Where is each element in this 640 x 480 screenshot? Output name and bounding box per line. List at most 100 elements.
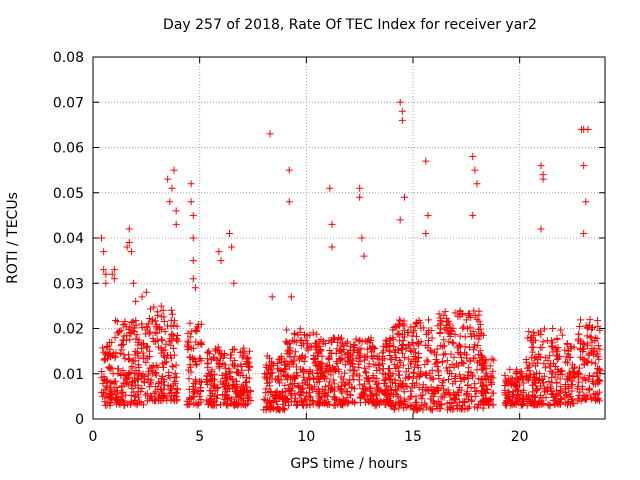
- data-point: [582, 198, 590, 206]
- data-point: [361, 368, 369, 376]
- data-point: [192, 326, 200, 334]
- data-point: [346, 366, 354, 374]
- data-point: [397, 383, 405, 391]
- data-point: [319, 340, 327, 348]
- data-point: [527, 400, 535, 408]
- data-point: [519, 401, 527, 409]
- data-point: [215, 248, 223, 256]
- data-point: [125, 356, 133, 364]
- data-point: [414, 406, 422, 414]
- data-point: [291, 348, 299, 356]
- data-point: [407, 323, 415, 331]
- data-point: [267, 406, 275, 414]
- data-point: [429, 375, 437, 383]
- data-point: [189, 393, 197, 401]
- data-point: [342, 387, 350, 395]
- data-point: [440, 336, 448, 344]
- y-tick-label: 0.03: [53, 276, 84, 292]
- data-point: [506, 365, 514, 373]
- data-point: [101, 401, 109, 409]
- data-point: [174, 337, 182, 345]
- data-point: [230, 398, 238, 406]
- data-point: [245, 347, 253, 355]
- data-point: [396, 216, 404, 224]
- data-point: [392, 391, 400, 399]
- y-tick-label: 0: [75, 412, 84, 428]
- data-point: [111, 388, 119, 396]
- data-point: [504, 380, 512, 388]
- data-point: [510, 380, 518, 388]
- data-point: [286, 353, 294, 361]
- data-point: [356, 357, 364, 365]
- data-point: [126, 369, 134, 377]
- y-tick-label: 0.04: [53, 231, 84, 247]
- data-point: [288, 358, 296, 366]
- data-point: [171, 317, 179, 325]
- data-point: [312, 362, 320, 370]
- data-point: [262, 361, 270, 369]
- data-point: [221, 351, 229, 359]
- data-point: [344, 338, 352, 346]
- data-point: [276, 355, 284, 363]
- data-point: [445, 375, 453, 383]
- data-point: [306, 366, 314, 374]
- data-point: [473, 315, 481, 323]
- data-point: [405, 395, 413, 403]
- data-point: [261, 373, 269, 381]
- data-point: [355, 354, 363, 362]
- data-point: [505, 393, 513, 401]
- data-point: [101, 355, 109, 363]
- data-point: [537, 162, 545, 170]
- data-point: [127, 248, 135, 256]
- data-point: [333, 358, 341, 366]
- data-point: [489, 367, 497, 375]
- data-point: [216, 347, 224, 355]
- data-point: [539, 379, 547, 387]
- data-point: [422, 157, 430, 165]
- data-point: [120, 371, 128, 379]
- data-point: [557, 367, 565, 375]
- data-point: [193, 323, 201, 331]
- data-point: [326, 378, 334, 386]
- data-point: [169, 344, 177, 352]
- data-point: [220, 399, 228, 407]
- data-point: [135, 354, 143, 362]
- data-point: [111, 396, 119, 404]
- data-point: [266, 387, 274, 395]
- data-point: [245, 374, 253, 382]
- data-point: [239, 352, 247, 360]
- data-point: [376, 366, 384, 374]
- data-point: [432, 386, 440, 394]
- data-point: [453, 344, 461, 352]
- data-point: [421, 361, 429, 369]
- data-point: [99, 393, 107, 401]
- data-point: [563, 401, 571, 409]
- data-point: [415, 341, 423, 349]
- data-point: [167, 306, 175, 314]
- data-point: [336, 346, 344, 354]
- data-point: [166, 335, 174, 343]
- data-point: [136, 398, 144, 406]
- data-point: [542, 364, 550, 372]
- data-point: [477, 389, 485, 397]
- data-point: [161, 353, 169, 361]
- data-point: [244, 366, 252, 374]
- data-point: [575, 364, 583, 372]
- data-point: [376, 400, 384, 408]
- data-point: [273, 360, 281, 368]
- data-point: [135, 363, 143, 371]
- data-point: [489, 389, 497, 397]
- data-point: [347, 391, 355, 399]
- data-point: [130, 369, 138, 377]
- data-point: [246, 362, 254, 370]
- data-point: [446, 405, 454, 413]
- data-point: [346, 390, 354, 398]
- data-point: [146, 305, 154, 313]
- data-point: [537, 225, 545, 233]
- data-point: [106, 345, 114, 353]
- data-point: [408, 384, 416, 392]
- data-point: [213, 394, 221, 402]
- data-point: [273, 387, 281, 395]
- data-point: [445, 330, 453, 338]
- data-point: [552, 386, 560, 394]
